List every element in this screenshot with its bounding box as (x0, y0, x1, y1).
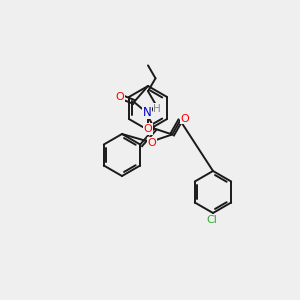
Text: N: N (142, 106, 152, 118)
Text: O: O (116, 92, 124, 102)
Text: O: O (181, 113, 190, 124)
Text: Cl: Cl (207, 215, 218, 225)
Text: O: O (148, 138, 156, 148)
Text: O: O (144, 124, 152, 134)
Text: H: H (153, 104, 161, 114)
